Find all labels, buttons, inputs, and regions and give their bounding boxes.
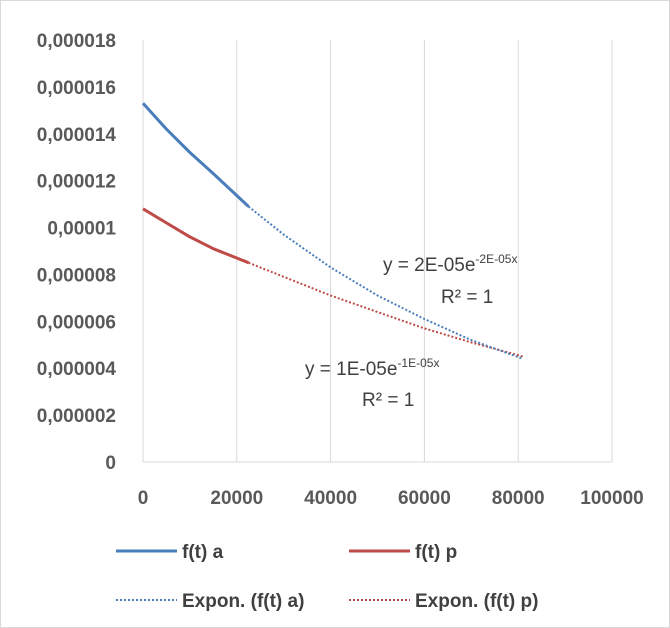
legend-label-expon-p: Expon. (f(t) p) (415, 591, 538, 612)
trendline-equation-p: y = 1E-05e-1E-05x (305, 356, 439, 380)
series-line-3 (248, 261, 524, 358)
y-tick-label: 0,000016 (37, 78, 116, 99)
trendline-r2-a: R² = 1 (441, 287, 493, 308)
grid (142, 40, 613, 463)
legend-label-f-t-p: f(t) p (415, 542, 457, 563)
x-tick-label: 60000 (398, 488, 451, 509)
x-tick-label: 20000 (210, 488, 263, 509)
y-tick-label: 0,000008 (37, 265, 116, 286)
x-axis-ticks: 0 20000 40000 60000 80000 100000 (138, 488, 644, 509)
series-line-1 (142, 207, 250, 265)
y-tick-label: 0,000014 (37, 125, 117, 146)
legend: f(t) a f(t) p Expon. (f(t) a) Expon. (f(… (116, 542, 538, 612)
y-tick-label: 0,000018 (37, 31, 116, 52)
series-line-2 (247, 205, 524, 360)
y-tick-label: 0,000006 (37, 312, 116, 333)
x-tick-label: 100000 (580, 488, 643, 509)
legend-label-f-t-a: f(t) a (182, 542, 224, 563)
y-tick-label: 0,000012 (37, 172, 116, 193)
y-tick-label: 0,00001 (47, 219, 116, 240)
y-axis-ticks: 0 0,000002 0,000004 0,000006 0,000008 0,00001… (37, 31, 117, 474)
trendline-equation-a: y = 2E-05e-2E-05x (383, 252, 517, 276)
x-tick-label: 80000 (492, 488, 545, 509)
x-tick-label: 0 (138, 488, 149, 509)
legend-label-expon-a: Expon. (f(t) a) (182, 591, 304, 612)
y-tick-label: 0 (105, 453, 116, 474)
series-lines (141, 102, 524, 360)
y-tick-label: 0,000002 (37, 406, 116, 427)
series-line-0 (141, 102, 250, 208)
y-tick-label: 0,000004 (37, 359, 117, 380)
trendline-r2-p: R² = 1 (362, 390, 414, 411)
x-tick-label: 40000 (304, 488, 357, 509)
